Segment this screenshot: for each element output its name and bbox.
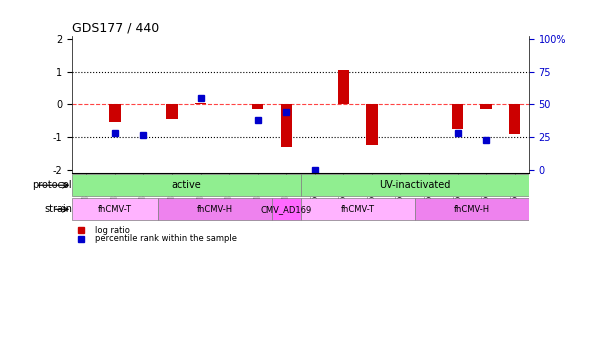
FancyBboxPatch shape: [72, 198, 157, 220]
FancyBboxPatch shape: [415, 198, 529, 220]
Text: strain: strain: [44, 204, 72, 214]
Bar: [166, 105, 178, 119]
Text: percentile rank within the sample: percentile rank within the sample: [95, 235, 237, 243]
FancyBboxPatch shape: [157, 198, 272, 220]
Bar: [109, 105, 121, 122]
Bar: [452, 105, 463, 129]
Text: fhCMV-H: fhCMV-H: [197, 205, 233, 214]
Bar: [509, 105, 520, 134]
Bar: [281, 105, 292, 147]
Text: log ratio: log ratio: [95, 226, 130, 235]
Bar: [338, 70, 349, 105]
FancyBboxPatch shape: [272, 198, 300, 220]
FancyBboxPatch shape: [72, 175, 300, 196]
Text: CMV_AD169: CMV_AD169: [261, 205, 312, 214]
Bar: [480, 105, 492, 109]
FancyBboxPatch shape: [300, 198, 415, 220]
Bar: [195, 103, 206, 105]
Bar: [366, 105, 377, 145]
Text: protocol: protocol: [32, 180, 72, 190]
Text: fhCMV-T: fhCMV-T: [98, 205, 132, 214]
Text: fhCMV-H: fhCMV-H: [454, 205, 490, 214]
FancyBboxPatch shape: [300, 175, 529, 196]
Text: UV-inactivated: UV-inactivated: [379, 180, 450, 190]
Text: active: active: [171, 180, 201, 190]
Text: GDS177 / 440: GDS177 / 440: [72, 21, 159, 35]
Bar: [252, 105, 263, 109]
Text: fhCMV-T: fhCMV-T: [341, 205, 374, 214]
